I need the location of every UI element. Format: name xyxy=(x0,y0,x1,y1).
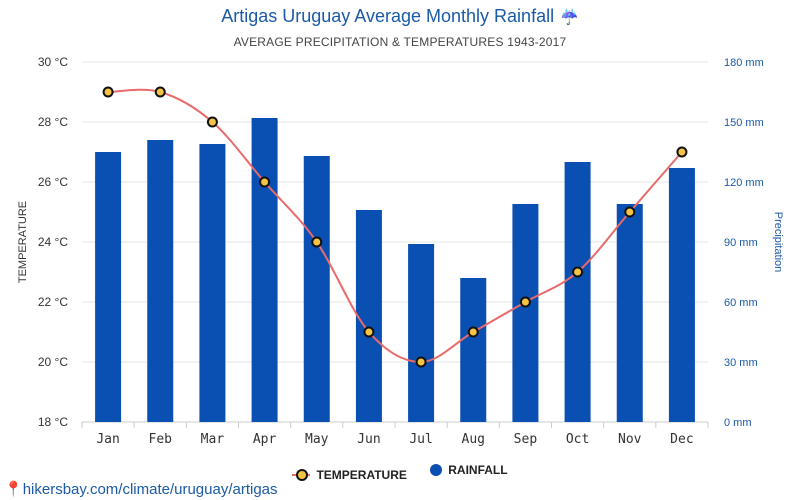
temperature-point xyxy=(363,326,375,338)
pin-icon: 📍 xyxy=(4,481,23,498)
legend-rainfall-marker xyxy=(430,464,443,476)
x-tick-label: Feb xyxy=(149,432,173,447)
rainfall-bar xyxy=(251,118,278,422)
chart-legend: TEMPERATURE RAINFALL xyxy=(0,463,800,482)
source-link[interactable]: 📍hikersbay.com/climate/uruguay/artigas xyxy=(4,480,278,498)
y-right-tick-label: 150 mm xyxy=(724,117,764,129)
temperature-point xyxy=(624,206,636,218)
source-link-text: hikersbay.com/climate/uruguay/artigas xyxy=(22,481,278,498)
y-left-axis-title: TEMPERATURE xyxy=(17,201,29,283)
rainfall-bar xyxy=(95,152,122,422)
x-tick-label: Jun xyxy=(357,432,380,447)
rainfall-bar xyxy=(564,162,591,422)
y-right-axis-title: Precipitation xyxy=(772,212,784,273)
y-right-tick-label: 0 mm xyxy=(724,417,752,429)
temperature-point xyxy=(676,146,688,158)
temperature-point xyxy=(572,266,584,278)
y-left-tick-label: 24 °C xyxy=(38,235,68,249)
x-tick-label: Jan xyxy=(96,432,119,447)
temperature-point xyxy=(519,296,531,308)
temperature-point xyxy=(154,86,166,98)
x-tick-label: Aug xyxy=(462,432,485,447)
rainfall-bar xyxy=(616,204,643,422)
y-left-tick-label: 22 °C xyxy=(38,295,68,309)
rainfall-bar xyxy=(512,204,539,422)
temperature-point xyxy=(415,356,427,368)
rainfall-bar xyxy=(460,278,487,422)
temperature-line xyxy=(108,88,683,364)
y-right-tick-label: 60 mm xyxy=(724,297,758,309)
x-tick-label: Oct xyxy=(566,432,589,447)
chart-title-text: Artigas Uruguay Average Monthly Rainfall xyxy=(221,6,555,26)
temperature-point xyxy=(311,236,323,248)
temperature-point xyxy=(102,86,114,98)
y-left-tick-label: 18 °C xyxy=(38,415,68,429)
umbrella-icon: ☔ xyxy=(560,9,579,26)
rainfall-bar xyxy=(408,244,435,422)
chart-subtitle: AVERAGE PRECIPITATION & TEMPERATURES 194… xyxy=(233,35,567,49)
legend-rainfall-label: RAINFALL xyxy=(448,463,508,477)
x-tick-label: Mar xyxy=(201,432,225,447)
x-tick-label: May xyxy=(305,432,329,447)
legend-rainfall[interactable]: RAINFALL xyxy=(430,463,508,477)
y-left-tick-label: 28 °C xyxy=(38,115,68,129)
y-left-tick-label: 30 °C xyxy=(38,55,68,69)
temperature-point xyxy=(206,116,218,128)
x-tick-label: Jul xyxy=(409,432,432,447)
rainfall-bar xyxy=(355,210,382,422)
y-right-tick-label: 120 mm xyxy=(724,177,764,189)
temperature-point xyxy=(259,176,271,188)
legend-temperature-label: TEMPERATURE xyxy=(316,468,407,482)
x-tick-label: Dec xyxy=(670,432,693,447)
rainfall-bar xyxy=(199,144,226,422)
x-tick-label: Nov xyxy=(618,432,642,447)
y-left-tick-label: 20 °C xyxy=(38,355,68,369)
x-tick-label: Apr xyxy=(253,432,277,447)
x-tick-label: Sep xyxy=(514,432,538,447)
chart-title: Artigas Uruguay Average Monthly Rainfall… xyxy=(0,6,800,27)
y-left-tick-label: 26 °C xyxy=(38,175,68,189)
legend-temperature[interactable]: TEMPERATURE xyxy=(292,468,407,482)
rainfall-bar xyxy=(668,168,695,422)
rainfall-bar xyxy=(303,156,330,422)
y-right-tick-label: 30 mm xyxy=(724,357,758,369)
y-right-tick-label: 180 mm xyxy=(724,57,764,69)
temperature-point xyxy=(467,326,479,338)
y-right-tick-label: 90 mm xyxy=(724,237,758,249)
legend-temperature-marker xyxy=(292,469,311,481)
rainfall-bar xyxy=(147,140,174,422)
